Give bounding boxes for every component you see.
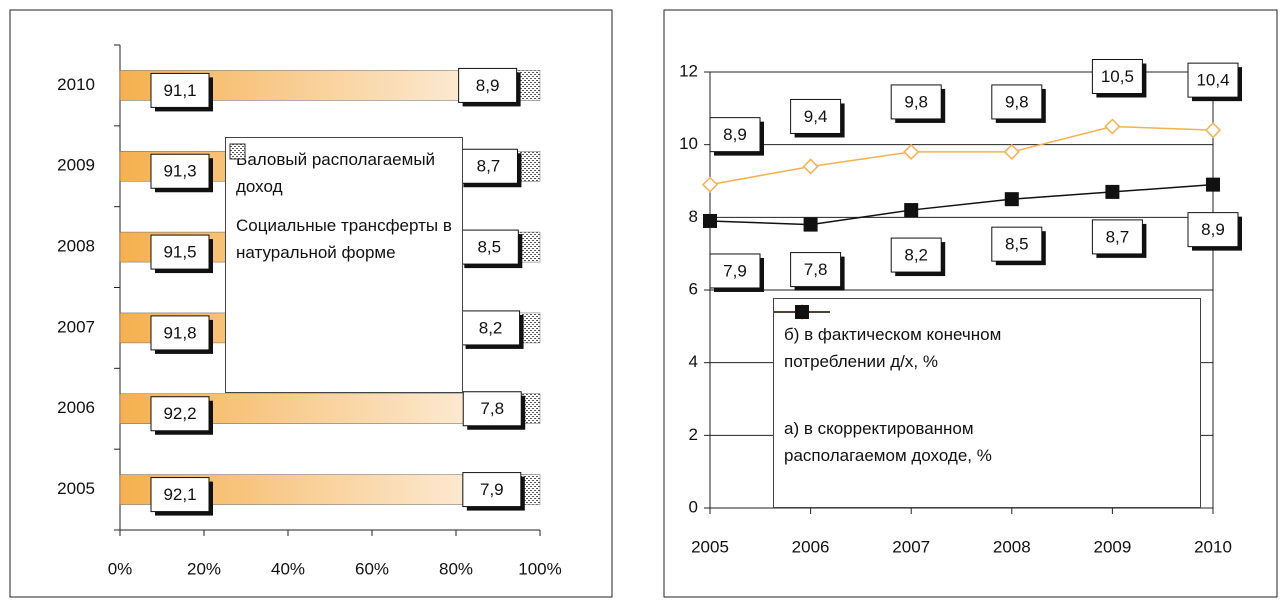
- label-box: [150, 477, 210, 513]
- marker: [701, 176, 719, 193]
- x-tick-label: 2007: [892, 537, 930, 556]
- label-box: [461, 310, 521, 346]
- marker: [1004, 192, 1019, 207]
- label-box: [150, 72, 210, 108]
- marker: [1104, 118, 1121, 135]
- data-label: 8,9: [476, 76, 500, 95]
- marker: [802, 158, 819, 175]
- x-tick-label: 0%: [108, 559, 133, 578]
- line: [709, 183, 1214, 226]
- y-tick-label: 2010: [57, 75, 95, 94]
- data-label: 8,9: [1201, 220, 1225, 239]
- data-label: 8,2: [479, 318, 503, 337]
- x-tick-label: 60%: [355, 559, 389, 578]
- x-tick-label: 2005: [691, 537, 729, 556]
- y-tick-label: 10: [679, 134, 698, 153]
- data-label: 9,4: [804, 107, 828, 126]
- marker: [1206, 177, 1220, 192]
- x-tick-label: 2006: [792, 537, 830, 556]
- label-box: [458, 148, 518, 184]
- marker: [1204, 122, 1222, 139]
- legend-item: б) в фактическом конечном потреблении д/…: [774, 303, 1190, 375]
- legend: б) в фактическом конечном потреблении д/…: [773, 298, 1201, 508]
- label-box: [150, 153, 210, 189]
- data-label: 8,7: [477, 157, 501, 176]
- label-box: [462, 472, 522, 508]
- label-box: [790, 252, 842, 288]
- legend-item: а) в скорректированном располагаемом дох…: [774, 305, 1190, 469]
- marker: [904, 203, 919, 218]
- x-tick-label: 80%: [439, 559, 473, 578]
- marker: [1105, 184, 1120, 199]
- x-tick-label: 40%: [271, 559, 305, 578]
- data-label: 7,8: [804, 260, 828, 279]
- data-label: 91,3: [163, 162, 196, 181]
- y-tick-label: 0: [689, 497, 698, 516]
- label-box: [709, 117, 761, 153]
- label-box: [890, 237, 942, 273]
- data-label: 8,7: [1106, 227, 1130, 246]
- label-box: [1091, 219, 1143, 255]
- y-tick-label: 2: [689, 425, 698, 444]
- label-box: [1187, 212, 1239, 248]
- data-label: 8,2: [904, 246, 928, 265]
- marker: [703, 213, 717, 228]
- data-label: 92,1: [163, 485, 196, 504]
- y-tick-label: 2006: [57, 398, 95, 417]
- label-box: [991, 84, 1043, 120]
- y-tick-label: 4: [689, 352, 698, 371]
- label-box: [709, 253, 761, 289]
- data-label: 8,9: [723, 125, 747, 144]
- data-label: 10,5: [1101, 67, 1134, 86]
- legend-label: б) в фактическом конечном потреблении д/…: [784, 325, 1002, 371]
- legend-label: Валовый располагаемый доход: [236, 150, 436, 196]
- y-tick-label: 2009: [57, 156, 95, 175]
- label-box: [890, 84, 942, 120]
- label-box: [1091, 59, 1143, 94]
- data-label: 7,9: [480, 480, 504, 499]
- label-box: [462, 391, 522, 427]
- legend-item: Валовый располагаемый доход: [229, 143, 452, 200]
- data-label: 8,5: [1005, 235, 1029, 254]
- data-label: 7,8: [480, 399, 504, 418]
- label-box: [459, 229, 519, 265]
- data-label: 92,2: [163, 404, 196, 423]
- label-box: [790, 98, 842, 134]
- label-box: [150, 396, 210, 432]
- y-tick-label: 12: [679, 61, 698, 80]
- label-box: [991, 226, 1043, 262]
- data-label: 9,8: [1005, 92, 1029, 111]
- data-label: 7,9: [723, 261, 747, 280]
- y-tick-label: 6: [689, 279, 698, 298]
- legend-label: Социальные трансферты в натуральной форм…: [236, 216, 452, 262]
- x-tick-label: 20%: [187, 559, 221, 578]
- data-label: 10,4: [1196, 71, 1229, 90]
- label-box: [150, 315, 210, 351]
- label-box: [150, 234, 210, 270]
- legend-item: Социальные трансферты в натуральной форм…: [229, 143, 452, 266]
- data-label: 8,5: [477, 238, 501, 257]
- data-label: 91,5: [163, 243, 196, 262]
- marker: [803, 217, 818, 232]
- y-tick-label: 2005: [57, 479, 95, 498]
- y-tick-label: 8: [689, 207, 698, 226]
- label-box: [1187, 62, 1239, 98]
- legend-label: а) в скорректированном располагаемом дох…: [784, 419, 992, 465]
- y-tick-label: 2007: [57, 317, 95, 336]
- legend: Валовый располагаемый доход Социальные тр…: [225, 137, 463, 393]
- data-label: 91,1: [163, 81, 196, 100]
- marker: [1003, 143, 1020, 160]
- data-label: 91,8: [163, 323, 196, 342]
- x-tick-label: 2009: [1093, 537, 1131, 556]
- marker: [903, 143, 920, 160]
- x-tick-label: 100%: [518, 559, 561, 578]
- y-tick-label: 2008: [57, 237, 95, 256]
- line: [709, 125, 1214, 186]
- x-tick-label: 2008: [993, 537, 1031, 556]
- label-box: [458, 67, 518, 103]
- data-label: 9,8: [904, 92, 928, 111]
- x-tick-label: 2010: [1194, 537, 1232, 556]
